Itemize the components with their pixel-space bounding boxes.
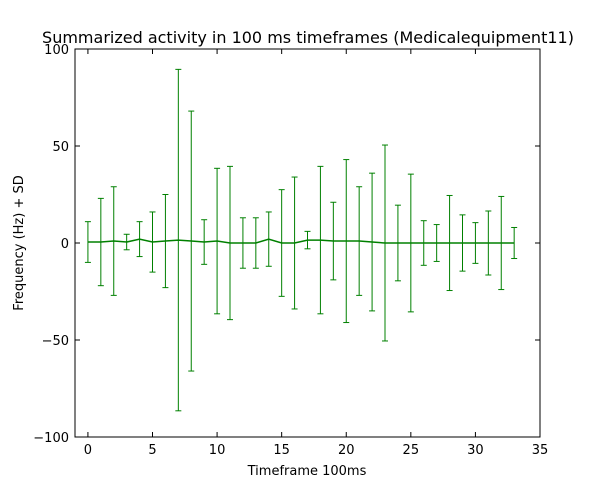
chart-title: Summarized activity in 100 ms timeframes… (42, 28, 574, 47)
y-tick-label: −50 (42, 334, 69, 349)
y-tick-label: 0 (61, 237, 69, 252)
x-tick-label: 30 (467, 443, 484, 458)
plot-area (85, 69, 517, 410)
x-tick-label: 35 (532, 443, 549, 458)
y-tick-label: −100 (33, 431, 69, 446)
series-line (88, 239, 514, 243)
x-tick-label: 25 (403, 443, 420, 458)
x-tick-label: 15 (273, 443, 290, 458)
x-axis-label: Timeframe 100ms (247, 464, 367, 479)
y-tick-label: 100 (44, 43, 69, 58)
y-axis-label: Frequency (Hz) + SD (12, 175, 27, 310)
x-tick-label: 0 (84, 443, 92, 458)
axis-ticks: 0 5 10 15 20 25 30 35 −100 −50 0 50 100 (33, 43, 548, 458)
x-tick-label: 5 (148, 443, 156, 458)
y-tick-label: 50 (52, 140, 69, 155)
x-tick-label: 20 (338, 443, 355, 458)
x-tick-label: 10 (209, 443, 226, 458)
